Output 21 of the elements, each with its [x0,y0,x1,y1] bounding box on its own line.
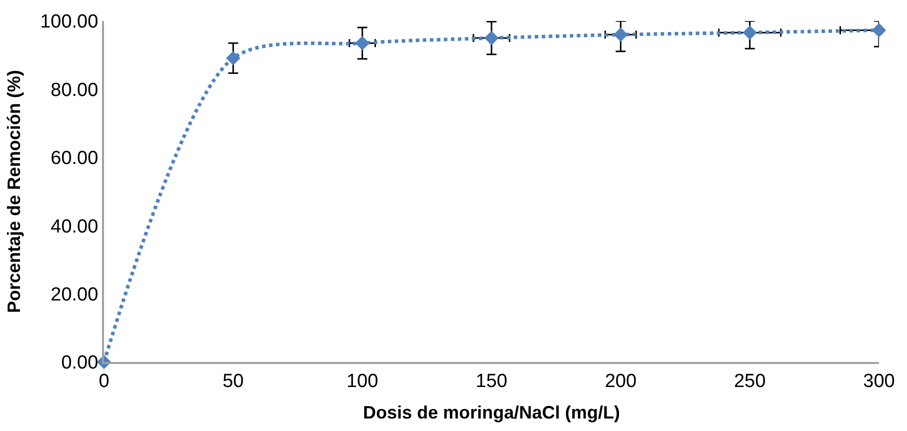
y-tick-label: 60.00 [50,148,98,170]
point [742,25,757,40]
x-tick-label: 50 [222,370,244,392]
point [484,30,499,46]
y-tick-label: 40.00 [50,216,98,238]
x-tick-label: 150 [476,370,508,392]
x-tick-label: 250 [734,370,766,392]
y-tick-label: 100.00 [40,12,98,33]
point [614,27,628,42]
y-tick-label: 80.00 [50,80,98,101]
x-tick-label: 200 [604,370,637,392]
y-tick-label: 20.00 [50,284,98,306]
x-axis-title: Dosis de moringa/NaCl (mg/L) [362,402,620,422]
y-axis-title: Porcentaje de Remoción (%) [4,70,24,314]
point [355,36,370,50]
x-tick-label: 300 [863,370,895,392]
point [226,51,240,66]
point [872,23,886,38]
x-tick-label: 0 [98,370,110,392]
x-tick-label: 100 [346,370,378,392]
y-tick-label: 0.00 [61,352,98,374]
